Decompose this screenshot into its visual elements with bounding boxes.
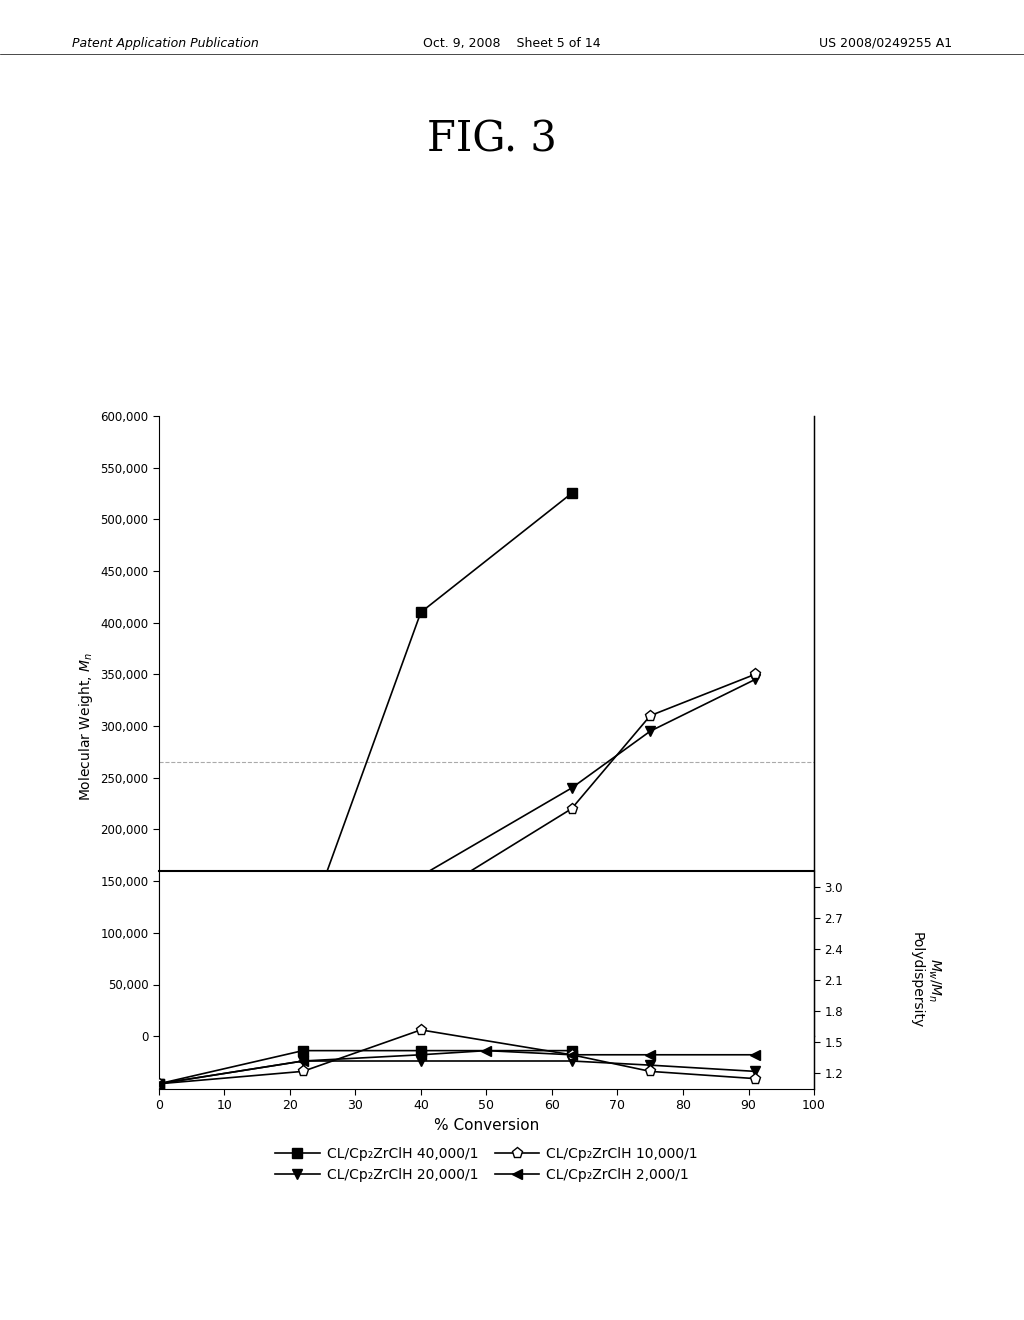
- Text: US 2008/0249255 A1: US 2008/0249255 A1: [819, 37, 952, 50]
- Text: Patent Application Publication: Patent Application Publication: [72, 37, 258, 50]
- Legend: CL/Cp₂ZrClH 40,000/1, CL/Cp₂ZrClH 20,000/1, CL/Cp₂ZrClH 10,000/1, CL/Cp₂ZrClH 2,: CL/Cp₂ZrClH 40,000/1, CL/Cp₂ZrClH 20,000…: [269, 1142, 703, 1188]
- Y-axis label: Molecular Weight, $M_n$: Molecular Weight, $M_n$: [77, 651, 94, 801]
- Text: FIG. 3: FIG. 3: [427, 119, 556, 161]
- Text: Oct. 9, 2008    Sheet 5 of 14: Oct. 9, 2008 Sheet 5 of 14: [423, 37, 601, 50]
- Y-axis label: $M_w$/$M_n$
Polydispersity: $M_w$/$M_n$ Polydispersity: [910, 932, 942, 1028]
- X-axis label: % Conversion: % Conversion: [434, 1118, 539, 1133]
